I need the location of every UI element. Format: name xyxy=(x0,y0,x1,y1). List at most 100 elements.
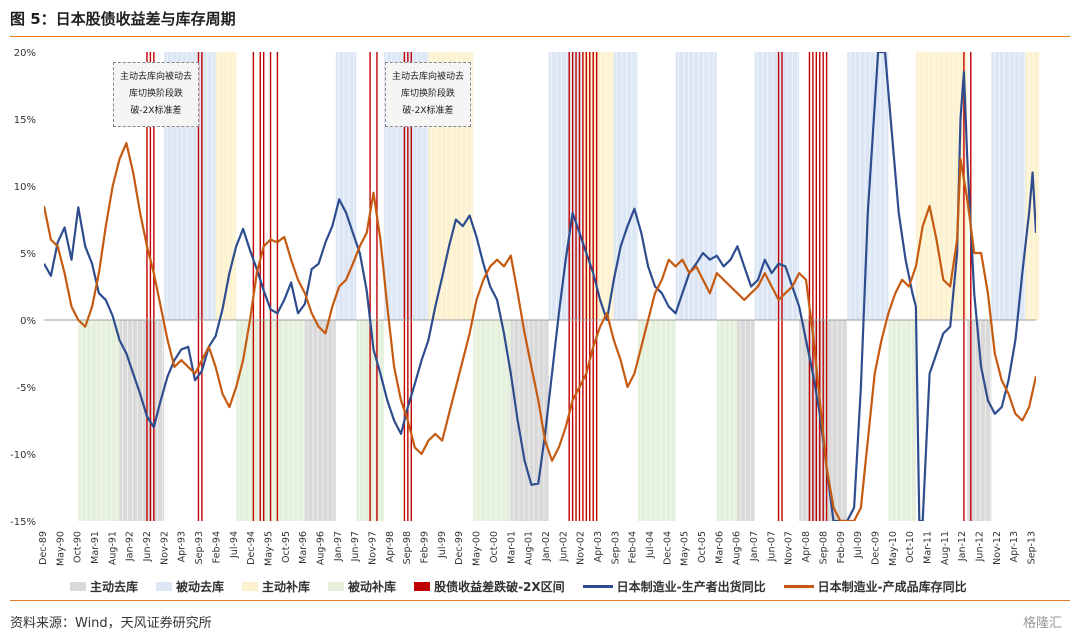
legend-swatch xyxy=(414,582,431,591)
regime-band xyxy=(236,320,261,521)
x-tick-label: Jun-12 xyxy=(975,531,986,562)
x-tick-label: Mar-96 xyxy=(298,531,309,564)
chart-legend: 主动去库 被动去库 主动补库 被动补库 股债收益差跌破-2X区间 日本制造业-生产者出货同… xyxy=(70,578,967,595)
regime-band xyxy=(991,52,1026,320)
regime-band xyxy=(847,52,889,320)
x-tick-label: Aug-96 xyxy=(315,531,326,565)
legend-item: 被动补库 xyxy=(328,578,396,595)
x-tick-label: Oct-90 xyxy=(73,531,84,563)
series-line xyxy=(44,52,1036,521)
regime-band xyxy=(675,52,717,320)
legend-item: 被动去库 xyxy=(156,578,224,595)
x-tick-label: Jun-02 xyxy=(558,531,569,562)
x-tick-label: Dec-94 xyxy=(246,531,257,565)
regime-band xyxy=(510,320,549,521)
legend-label: 日本制造业-生产者出货同比 xyxy=(616,580,766,594)
x-tick-label: May-00 xyxy=(472,531,483,566)
x-tick-label: Dec-99 xyxy=(454,531,465,565)
legend-item: 主动补库 xyxy=(242,578,310,595)
regime-band xyxy=(582,52,614,320)
x-tick-label: Jan-92 xyxy=(125,531,136,562)
series-line xyxy=(44,142,1036,521)
legend-label: 主动去库 xyxy=(90,580,139,594)
y-tick-label: 10% xyxy=(14,182,36,193)
x-tick-label: Mar-11 xyxy=(922,531,933,564)
x-tick-label: Jan-97 xyxy=(333,531,344,562)
x-tick-label: Sep-98 xyxy=(402,531,413,564)
x-tick-label: Jul-94 xyxy=(229,531,240,559)
regime-band xyxy=(548,52,583,320)
y-tick-label: 5% xyxy=(20,249,36,260)
inventory-cycle-chart: 20% 15% 10% 5% 0% -5% -10% -15%Dec-89 May-90 Oct-… xyxy=(10,48,1040,566)
x-tick-label: Nov-92 xyxy=(159,531,170,565)
x-tick-label: Jun-97 xyxy=(350,531,361,562)
x-tick-label: May-05 xyxy=(680,531,691,566)
legend-swatch xyxy=(242,582,259,591)
x-tick-label: Apr-03 xyxy=(593,531,604,562)
x-tick-label: Feb-04 xyxy=(628,531,639,563)
x-tick-label: Sep-93 xyxy=(194,531,205,564)
legend-swatch xyxy=(328,582,345,591)
legend-swatch xyxy=(582,585,613,588)
legend-label: 主动补库 xyxy=(262,580,311,594)
x-tick-label: May-95 xyxy=(263,531,274,566)
x-tick-label: Aug-01 xyxy=(524,531,535,565)
watermark: 格隆汇 xyxy=(1022,616,1062,631)
legend-swatch xyxy=(70,582,86,591)
y-tick-label: 20% xyxy=(14,48,36,59)
regime-band xyxy=(335,52,357,320)
y-tick-label: -10% xyxy=(10,450,36,461)
x-tick-label: Dec-09 xyxy=(870,531,881,565)
annotation-text: 主动去库向被动去库切换阶段跌破-2X标准差 xyxy=(119,72,192,116)
x-tick-label: Aug-06 xyxy=(732,531,743,565)
regime-band xyxy=(78,320,120,521)
x-tick-label: May-90 xyxy=(55,531,66,566)
legend-label: 日本制造业-产成品库存同比 xyxy=(817,580,967,594)
x-tick-label: Apr-98 xyxy=(385,531,396,562)
x-tick-label: Nov-07 xyxy=(784,531,795,565)
x-tick-label: Jun-92 xyxy=(142,531,153,562)
x-tick-label: Aug-91 xyxy=(107,531,118,565)
x-tick-label: Oct-05 xyxy=(697,531,708,563)
legend-item: 主动去库 xyxy=(70,578,138,595)
x-tick-label: Jul-99 xyxy=(437,531,448,559)
title-divider xyxy=(10,36,1070,37)
legend-item: 股债收益差跌破-2X区间 xyxy=(414,578,565,595)
regime-band xyxy=(613,52,638,320)
x-tick-label: Sep-13 xyxy=(1027,531,1038,564)
annotation-text: 主动去库向被动去库切换阶段跌破-2X标准差 xyxy=(391,72,464,116)
x-tick-label: Jul-09 xyxy=(853,531,864,559)
legend-swatch xyxy=(156,582,173,591)
x-tick-label: Jan-12 xyxy=(957,531,968,562)
y-tick-label: 0% xyxy=(20,316,36,327)
x-tick-label: Jun-07 xyxy=(766,531,777,562)
x-tick-label: Oct-10 xyxy=(905,531,916,563)
legend-item: 日本制造业-产成品库存同比 xyxy=(783,578,967,595)
legend-swatch xyxy=(783,585,814,588)
x-tick-label: Jul-04 xyxy=(645,531,656,559)
x-tick-label: Sep-08 xyxy=(818,531,829,564)
x-tick-label: Oct-95 xyxy=(281,531,292,563)
regime-band xyxy=(260,320,305,521)
x-tick-label: Nov-12 xyxy=(992,531,1003,565)
x-tick-label: Mar-01 xyxy=(506,531,517,564)
regime-band xyxy=(754,52,800,320)
x-tick-label: Jan-02 xyxy=(541,531,552,562)
page-title: 图 5：日本股债收益差与库存周期 xyxy=(10,10,236,28)
regime-band xyxy=(637,320,676,521)
legend-label: 被动补库 xyxy=(348,580,397,594)
x-tick-label: Feb-99 xyxy=(420,531,431,563)
y-tick-label: 15% xyxy=(14,115,36,126)
footer-divider xyxy=(10,600,1070,601)
regime-band xyxy=(215,52,237,320)
x-tick-label: Feb-94 xyxy=(211,531,222,563)
x-tick-label: May-10 xyxy=(888,531,899,566)
regime-band xyxy=(304,320,336,521)
x-tick-label: Mar-06 xyxy=(714,531,725,564)
x-tick-label: Aug-11 xyxy=(940,531,951,565)
x-tick-label: Dec-89 xyxy=(38,531,49,565)
legend-item: 日本制造业-生产者出货同比 xyxy=(582,578,766,595)
legend-label: 被动去库 xyxy=(176,580,225,594)
x-tick-label: Jan-07 xyxy=(749,531,760,562)
x-tick-label: Apr-13 xyxy=(1009,531,1020,562)
